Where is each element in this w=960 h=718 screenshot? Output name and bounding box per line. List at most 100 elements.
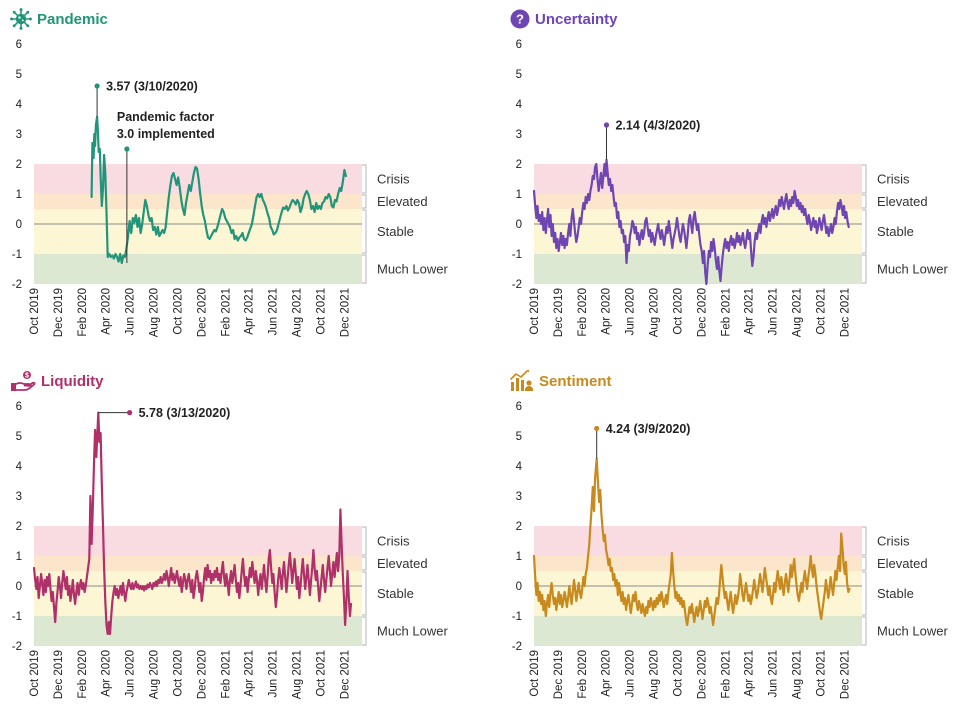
svg-text:$: $ [25, 373, 29, 380]
x-tick-label: Jun 2020 [125, 288, 137, 335]
x-tick-label: Aug 2020 [149, 288, 161, 337]
series-line [532, 457, 851, 627]
uncertainty-title-text: Uncertainty [535, 10, 618, 28]
x-tick-label: Oct 2020 [672, 650, 684, 697]
y-tick-label: 4 [516, 461, 523, 473]
zone-band [34, 194, 362, 209]
uncertainty-title: ? Uncertainty [510, 6, 618, 32]
x-tick-label: Dec 2020 [696, 650, 708, 699]
zone-bracket [362, 556, 367, 571]
zone-bracket [862, 616, 867, 646]
x-tick-label: Oct 2019 [529, 650, 541, 697]
x-tick-label: Jun 2020 [625, 288, 637, 335]
y-tick-label: -1 [12, 611, 22, 623]
x-tick-label: Dec 2020 [196, 288, 208, 337]
x-tick-label: Apr 2020 [101, 288, 113, 335]
y-tick-label: 0 [516, 581, 522, 593]
x-tick-label: Oct 2021 [815, 650, 827, 697]
x-tick-label: Apr 2021 [244, 650, 256, 697]
y-tick-label: 2 [516, 521, 522, 533]
question-icon: ? [510, 9, 530, 29]
x-tick-label: Oct 2021 [815, 288, 827, 335]
x-tick-label: Apr 2020 [601, 650, 613, 697]
y-tick-label: 0 [16, 219, 22, 231]
annotation-marker [94, 83, 100, 89]
zone-label: Elevated [877, 194, 928, 209]
y-tick-label: 3 [16, 129, 22, 141]
zone-band [534, 254, 862, 284]
y-tick-label: -2 [512, 279, 522, 291]
uncertainty-chart: Crisis Elevated Stable Much Lower -2 -1 0 1 2 3 4 5… [512, 39, 949, 337]
zone-band [534, 164, 862, 194]
pandemic-title: Pandemic [10, 6, 108, 32]
pandemic-chart: Crisis Elevated Stable Much Lower -2 -1 0 1 2 3 4 5… [12, 39, 449, 337]
uncertainty-panel: ? Uncertainty Crisis Elevated Stable Much L… [500, 0, 960, 350]
zone-bracket [362, 571, 367, 616]
zone-band [34, 616, 362, 646]
annotation-label: 3.0 implemented [117, 127, 215, 141]
zone-label: Elevated [377, 194, 428, 209]
x-tick-label: Jun 2021 [768, 650, 780, 697]
annotation-marker [127, 410, 133, 416]
liquidity-panel: $ Liquidity Crisis Elevated Stable Much Low… [0, 362, 470, 712]
y-tick-label: -2 [12, 279, 22, 291]
x-tick-label: Oct 2019 [29, 650, 41, 697]
zone-label: Elevated [377, 556, 428, 571]
sentiment-chart: Crisis Elevated Stable Much Lower -2 -1 0 1 2 3 4 5… [512, 401, 949, 699]
x-tick-label: Apr 2020 [101, 650, 113, 697]
series-line [32, 411, 353, 636]
y-tick-label: 6 [516, 401, 522, 413]
y-tick-label: 6 [16, 39, 22, 51]
x-tick-label: Feb 2020 [577, 288, 589, 337]
x-tick-label: Feb 2021 [221, 288, 233, 337]
x-tick-label: Apr 2020 [601, 288, 613, 335]
x-tick-label: Oct 2020 [172, 650, 184, 697]
zone-bracket [862, 164, 867, 194]
x-tick-label: Oct 2020 [172, 288, 184, 335]
zone-bracket [862, 526, 867, 556]
x-tick-label: Feb 2020 [77, 288, 89, 337]
y-tick-label: 1 [16, 551, 22, 563]
sentiment-title-text: Sentiment [539, 372, 612, 390]
y-tick-label: 0 [16, 581, 22, 593]
y-tick-label: 6 [16, 401, 22, 413]
series-line [532, 158, 850, 286]
y-tick-label: 1 [516, 551, 522, 563]
y-tick-label: -1 [12, 249, 22, 261]
y-tick-label: 6 [516, 39, 522, 51]
liquidity-title: $ Liquidity [10, 368, 104, 394]
x-tick-label: Oct 2021 [315, 650, 327, 697]
x-tick-label: Jun 2021 [268, 650, 280, 697]
liquidity-title-text: Liquidity [41, 372, 104, 390]
zone-bracket [362, 194, 367, 209]
annotation-label: 4.24 (3/9/2020) [606, 422, 691, 436]
zone-bracket [362, 254, 367, 284]
zone-bracket [862, 571, 867, 616]
x-tick-label: Dec 2019 [53, 288, 65, 337]
x-tick-label: Oct 2019 [529, 288, 541, 335]
x-tick-label: Dec 2020 [196, 650, 208, 699]
x-tick-label: Aug 2021 [292, 288, 304, 337]
y-tick-label: 4 [516, 99, 523, 111]
zone-label: Crisis [377, 534, 410, 549]
zone-label: Much Lower [877, 262, 948, 277]
x-tick-label: Jun 2021 [268, 288, 280, 335]
zone-band [534, 616, 862, 646]
zone-bracket [862, 254, 867, 284]
zone-label: Much Lower [877, 624, 948, 639]
zone-bracket [862, 194, 867, 209]
zone-bracket [362, 616, 367, 646]
y-tick-label: 3 [516, 491, 522, 503]
annotation-label: 5.78 (3/13/2020) [139, 406, 231, 420]
y-tick-label: 5 [16, 431, 22, 443]
zone-bracket [362, 164, 367, 194]
x-tick-label: Aug 2020 [649, 288, 661, 337]
annotation-marker [594, 425, 600, 432]
y-tick-label: -1 [512, 249, 522, 261]
zone-label: Elevated [877, 556, 928, 571]
x-tick-label: Apr 2021 [744, 288, 756, 335]
x-tick-label: Feb 2020 [577, 650, 589, 699]
y-tick-label: 4 [16, 99, 23, 111]
zone-label: Stable [877, 224, 914, 239]
y-tick-label: 0 [516, 219, 522, 231]
